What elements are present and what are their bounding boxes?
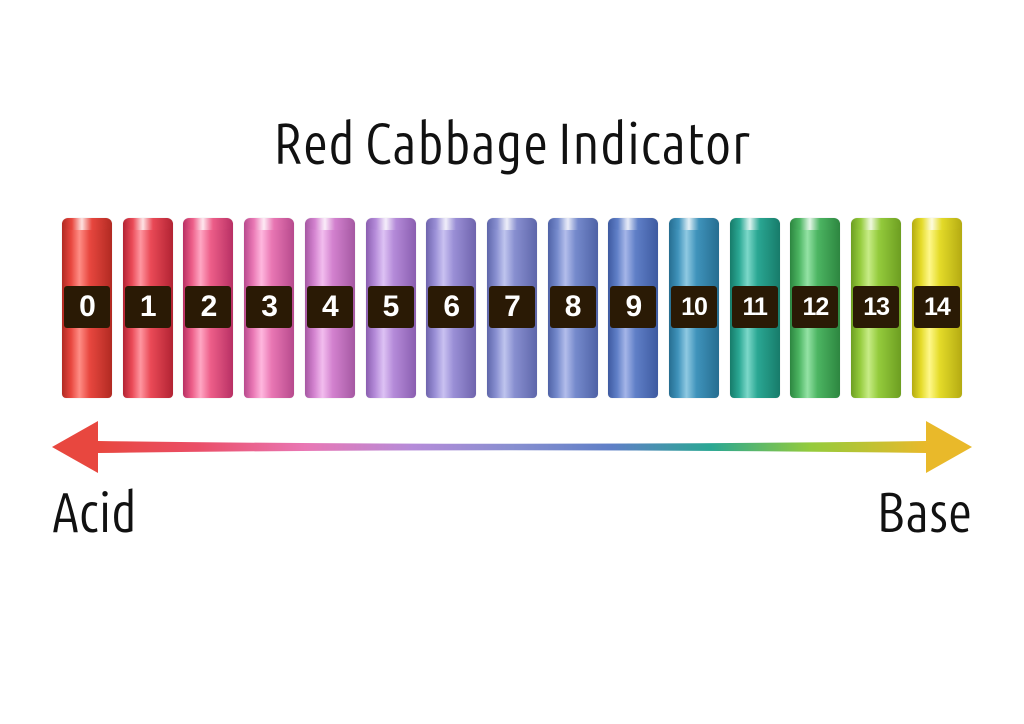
ph-label-box: 8 — [550, 286, 596, 328]
ph-label-box: 7 — [489, 286, 535, 328]
tube-body: 8 — [548, 218, 598, 398]
tube-1: 1 — [123, 218, 173, 398]
tube-4: 4 — [305, 218, 355, 398]
ph-value: 4 — [322, 292, 338, 322]
ph-label-box: 10 — [671, 286, 717, 328]
ph-value: 0 — [79, 292, 95, 322]
ph-label-box: 14 — [914, 286, 960, 328]
tube-body: 12 — [790, 218, 840, 398]
ph-label-box: 2 — [185, 286, 231, 328]
ph-value: 8 — [565, 292, 581, 322]
tube-11: 11 — [730, 218, 780, 398]
ph-label-box: 9 — [610, 286, 656, 328]
ph-value: 2 — [201, 292, 217, 322]
tube-body: 14 — [912, 218, 962, 398]
ph-label-box: 13 — [853, 286, 899, 328]
tube-body: 2 — [183, 218, 233, 398]
tube-body: 0 — [62, 218, 112, 398]
tube-14: 14 — [912, 218, 962, 398]
ph-label-box: 0 — [64, 286, 110, 328]
double-arrow — [52, 412, 972, 482]
ph-value: 3 — [261, 292, 277, 322]
diagram-title: Red Cabbage Indicator — [0, 110, 1024, 175]
tube-12: 12 — [790, 218, 840, 398]
tube-body: 13 — [851, 218, 901, 398]
tube-3: 3 — [244, 218, 294, 398]
ph-label-box: 6 — [428, 286, 474, 328]
ph-value: 10 — [681, 295, 707, 320]
acid-label: Acid — [52, 480, 137, 543]
tube-body: 1 — [123, 218, 173, 398]
tube-body: 6 — [426, 218, 476, 398]
tube-body: 11 — [730, 218, 780, 398]
ph-label-box: 4 — [307, 286, 353, 328]
ph-value: 6 — [443, 292, 459, 322]
ph-label-box: 12 — [792, 286, 838, 328]
tube-7: 7 — [487, 218, 537, 398]
tube-13: 13 — [851, 218, 901, 398]
ph-value: 5 — [383, 292, 399, 322]
tube-9: 9 — [608, 218, 658, 398]
ph-value: 11 — [743, 295, 767, 320]
ph-value: 12 — [803, 295, 829, 320]
tube-10: 10 — [669, 218, 719, 398]
tube-5: 5 — [366, 218, 416, 398]
ph-value: 14 — [924, 295, 950, 320]
base-label: Base — [877, 480, 972, 543]
tube-body: 7 — [487, 218, 537, 398]
tube-body: 4 — [305, 218, 355, 398]
ph-label-box: 3 — [246, 286, 292, 328]
ph-value: 1 — [140, 292, 156, 322]
tube-body: 9 — [608, 218, 658, 398]
tube-body: 5 — [366, 218, 416, 398]
ph-indicator-diagram: { "title": "Red Cabbage Indicator", "tit… — [0, 0, 1024, 724]
ph-value: 13 — [863, 295, 889, 320]
ph-value: 9 — [625, 292, 641, 322]
ph-label-box: 5 — [368, 286, 414, 328]
ph-value: 7 — [504, 292, 520, 322]
tube-row: 01234567891011121314 — [62, 218, 962, 398]
tube-body: 10 — [669, 218, 719, 398]
tube-body: 3 — [244, 218, 294, 398]
tube-2: 2 — [183, 218, 233, 398]
tube-0: 0 — [62, 218, 112, 398]
double-arrow-svg — [52, 412, 972, 482]
tube-8: 8 — [548, 218, 598, 398]
tube-6: 6 — [426, 218, 476, 398]
ph-label-box: 11 — [732, 286, 778, 328]
ph-label-box: 1 — [125, 286, 171, 328]
